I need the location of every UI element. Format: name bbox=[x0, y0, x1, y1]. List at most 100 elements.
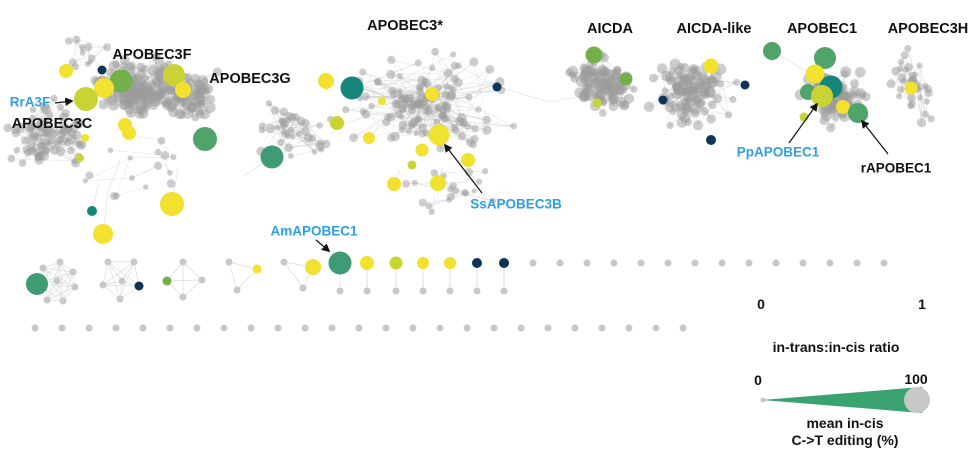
network-node bbox=[336, 287, 344, 295]
network-node bbox=[301, 119, 310, 128]
network-node bbox=[27, 132, 37, 142]
protein-node bbox=[814, 47, 836, 69]
network-node bbox=[396, 88, 403, 95]
network-node bbox=[447, 90, 457, 100]
protein-node bbox=[740, 80, 750, 90]
network-edge bbox=[915, 74, 926, 115]
network-node bbox=[706, 114, 716, 124]
network-edge bbox=[42, 267, 64, 302]
network-node bbox=[456, 112, 467, 123]
network-node bbox=[287, 126, 295, 134]
network-node bbox=[28, 114, 36, 122]
network-node bbox=[206, 94, 216, 104]
singleton-node bbox=[193, 324, 201, 332]
network-edge bbox=[114, 186, 146, 197]
network-node bbox=[300, 126, 310, 136]
network-node bbox=[461, 188, 469, 197]
network-node bbox=[900, 51, 909, 60]
network-node bbox=[265, 100, 273, 107]
network-node bbox=[52, 128, 60, 136]
network-node bbox=[342, 106, 350, 114]
network-node bbox=[53, 277, 61, 285]
network-node bbox=[32, 132, 43, 142]
legend-layer bbox=[760, 387, 930, 413]
network-node bbox=[475, 106, 482, 113]
network-node bbox=[630, 85, 638, 93]
protein-node bbox=[415, 143, 429, 157]
network-edge bbox=[42, 267, 76, 288]
network-node bbox=[443, 115, 450, 122]
network-edge bbox=[107, 261, 123, 282]
protein-node bbox=[763, 42, 781, 60]
singleton-node bbox=[490, 324, 498, 332]
network-node bbox=[277, 138, 285, 147]
network-node bbox=[447, 84, 454, 91]
protein-node bbox=[163, 64, 185, 86]
protein-node bbox=[134, 281, 144, 291]
network-node bbox=[135, 88, 146, 100]
network-node bbox=[831, 113, 840, 122]
network-node bbox=[147, 80, 157, 90]
network-node bbox=[921, 110, 930, 119]
singleton-node bbox=[139, 324, 147, 332]
network-edge bbox=[236, 268, 258, 291]
network-edge bbox=[386, 109, 443, 123]
singleton-node bbox=[220, 324, 228, 332]
network-edge bbox=[260, 123, 285, 152]
network-node bbox=[688, 82, 700, 94]
network-node bbox=[79, 49, 86, 56]
network-node bbox=[138, 79, 148, 89]
network-node bbox=[49, 145, 59, 155]
network-node bbox=[316, 122, 323, 129]
network-edge bbox=[463, 69, 491, 123]
network-node bbox=[433, 118, 441, 126]
network-node bbox=[389, 90, 398, 99]
network-node bbox=[442, 103, 452, 113]
singleton-node bbox=[652, 324, 660, 332]
rra3f-arrow bbox=[54, 97, 74, 106]
editing-legend-min-dot bbox=[760, 397, 766, 403]
network-node bbox=[681, 88, 690, 96]
network-node bbox=[567, 65, 579, 77]
network-node bbox=[40, 137, 50, 147]
network-node bbox=[434, 103, 442, 112]
editing-legend-cone bbox=[762, 387, 928, 413]
protein-node bbox=[109, 69, 133, 93]
network-edge bbox=[442, 109, 514, 127]
protein-node bbox=[97, 65, 107, 75]
network-node bbox=[233, 286, 241, 294]
protein-node bbox=[76, 154, 84, 162]
network-node bbox=[475, 178, 483, 185]
network-node bbox=[916, 118, 927, 128]
network-node bbox=[67, 146, 75, 155]
network-node bbox=[574, 87, 585, 98]
network-node bbox=[471, 188, 477, 194]
network-node bbox=[284, 132, 292, 140]
protein-node bbox=[94, 78, 114, 98]
network-node bbox=[198, 276, 206, 284]
network-node bbox=[399, 126, 406, 133]
network-node bbox=[729, 95, 737, 103]
singleton-node bbox=[274, 324, 282, 332]
network-node bbox=[451, 126, 460, 135]
network-node bbox=[916, 62, 923, 69]
network-edge bbox=[426, 83, 514, 127]
annotation-arrows-layer bbox=[54, 97, 889, 253]
network-node bbox=[56, 103, 65, 111]
network-node bbox=[59, 297, 67, 305]
network-node bbox=[308, 134, 317, 142]
protein-node bbox=[363, 132, 375, 144]
network-edge bbox=[415, 72, 449, 134]
network-edge bbox=[426, 97, 430, 134]
network-node bbox=[391, 99, 401, 109]
network-node bbox=[265, 123, 276, 134]
network-node bbox=[922, 82, 929, 90]
network-node bbox=[69, 268, 77, 276]
network-edge bbox=[365, 54, 454, 97]
network-node bbox=[280, 258, 288, 266]
cluster-label-aicda-like: AICDA-like bbox=[676, 21, 752, 37]
protein-node bbox=[252, 264, 262, 274]
protein-node bbox=[122, 126, 136, 140]
singleton-node bbox=[247, 324, 255, 332]
network-node bbox=[190, 73, 201, 84]
